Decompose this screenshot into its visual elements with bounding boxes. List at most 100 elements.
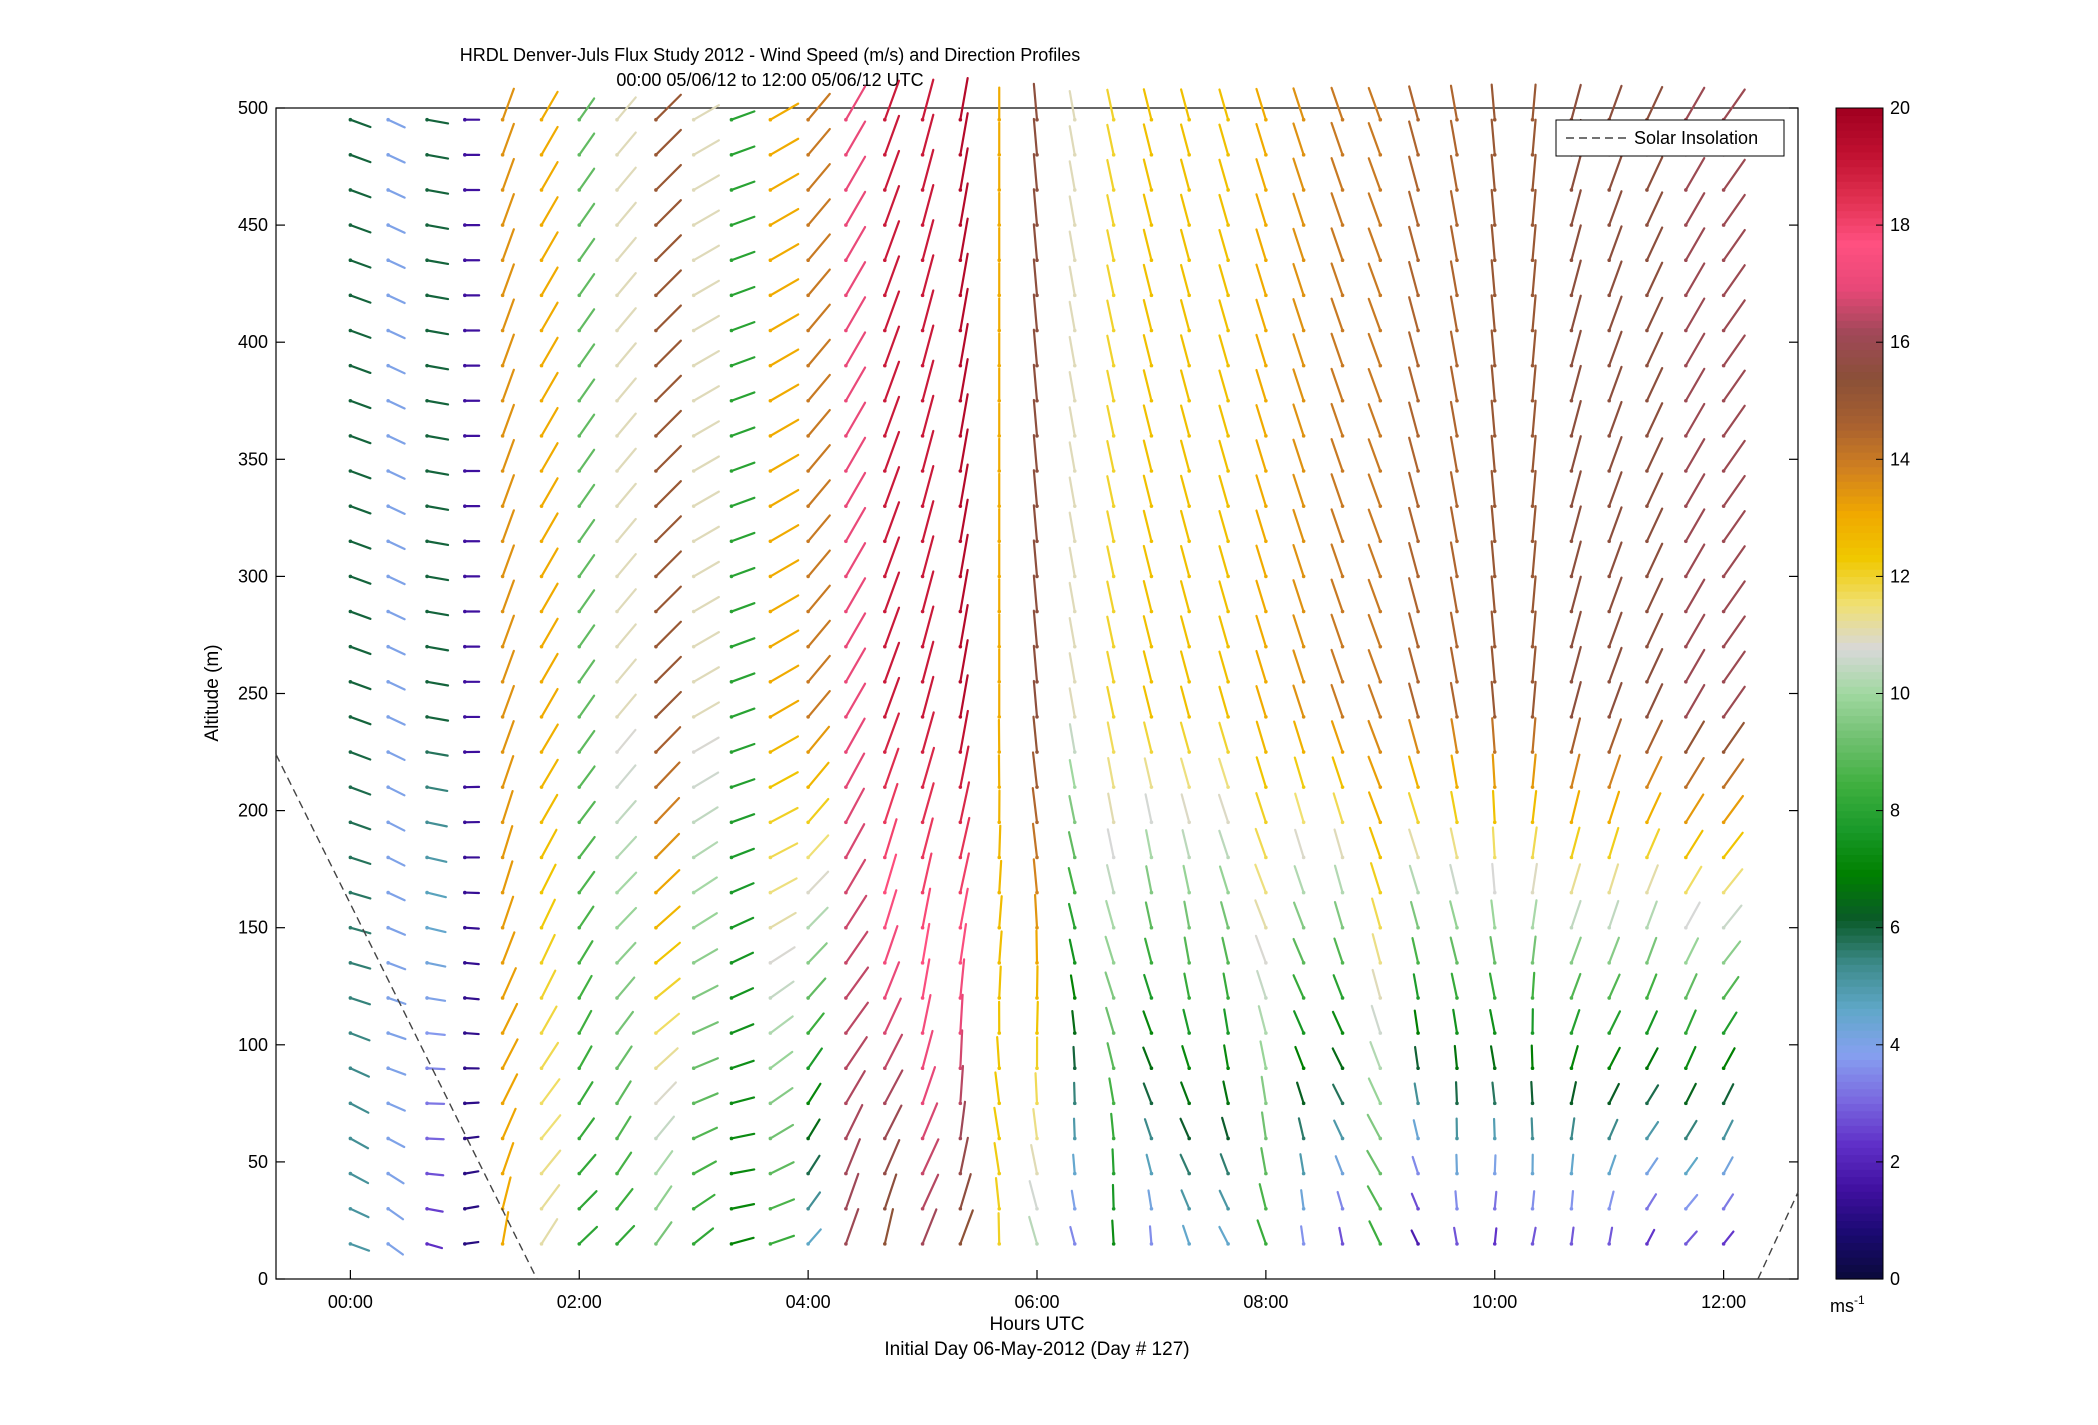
colorbar-segment [1836, 854, 1883, 863]
wind-barb [578, 905, 595, 929]
wind-barb-head [463, 328, 467, 333]
wind-barb-head [844, 609, 848, 614]
wind-barb [1142, 650, 1153, 683]
colorbar-segment [1836, 232, 1883, 241]
wind-barb-head [1226, 1101, 1230, 1106]
wind-barb [1105, 864, 1115, 894]
wind-barb-head [1187, 679, 1191, 684]
wind-barb-head [806, 1206, 810, 1211]
colorbar-segment [1836, 1052, 1883, 1061]
wind-barb [1222, 972, 1230, 1000]
x-tick-label: 04:00 [786, 1292, 831, 1312]
wind-barb-head [997, 258, 1002, 263]
wind-barb-head [1264, 890, 1268, 895]
wind-barb-head [1645, 644, 1649, 649]
wind-barb [1330, 332, 1344, 367]
wind-barb [807, 1191, 822, 1210]
wind-barb-head [348, 469, 353, 473]
wind-barb-head [1264, 469, 1268, 473]
wind-barb-head [844, 1206, 848, 1211]
wind-barb [1371, 897, 1382, 929]
wind-barb [1645, 1228, 1656, 1245]
wind-barb [1570, 972, 1582, 1000]
wind-barb-head [348, 855, 353, 860]
wind-barb-head [425, 1171, 429, 1176]
wind-barb [807, 870, 830, 894]
wind-barb-head [997, 644, 1002, 649]
wind-barb [1449, 225, 1459, 262]
wind-barb [1255, 720, 1267, 754]
wind-barb-head [806, 504, 810, 508]
wind-barb-head [500, 504, 505, 508]
wind-barb-head [691, 1031, 696, 1035]
wind-barb-head [1721, 504, 1726, 508]
wind-barb-head [1569, 1171, 1574, 1176]
wind-barb-head [1569, 188, 1574, 192]
wind-barb [1032, 679, 1039, 719]
wind-barb-head [1455, 328, 1459, 333]
wind-barb [807, 408, 831, 437]
wind-barb-head [883, 223, 887, 227]
wind-barb [387, 188, 406, 199]
wind-barb-head [1530, 679, 1535, 684]
wind-barb-head [1684, 1101, 1688, 1106]
wind-barb [1367, 684, 1382, 719]
wind-barb-head [1492, 820, 1497, 825]
wind-barb-head [844, 398, 848, 403]
wind-barb [387, 891, 406, 902]
wind-barb [1368, 1220, 1382, 1245]
wind-barb-head [1645, 1031, 1649, 1035]
wind-barb [425, 645, 450, 652]
wind-barb [1333, 937, 1344, 964]
wind-barb-head [768, 644, 773, 649]
wind-barb [1142, 193, 1153, 227]
wind-barb-head [1301, 1206, 1306, 1211]
wind-barb [1294, 1045, 1305, 1070]
wind-barb-head [500, 609, 505, 614]
wind-barb [1031, 787, 1039, 824]
wind-barb-head [425, 750, 429, 754]
wind-barb [1255, 158, 1267, 192]
wind-barb [501, 263, 515, 297]
wind-barb [1068, 759, 1076, 789]
wind-barb [654, 339, 682, 367]
wind-barb-head [1455, 258, 1459, 263]
wind-barb [1490, 610, 1496, 648]
wind-barb-head [883, 328, 887, 333]
wind-barb [1570, 294, 1582, 332]
wind-barb-head [1340, 574, 1345, 579]
wind-barb [1490, 899, 1496, 929]
wind-barb-head [920, 644, 925, 649]
wind-barb [807, 338, 831, 367]
wind-barb [1068, 581, 1076, 613]
wind-barb [1645, 864, 1659, 894]
wind-barb [1645, 648, 1664, 683]
wind-barb [921, 500, 935, 543]
wind-barb [387, 715, 406, 726]
wind-barb [387, 786, 406, 797]
wind-barb-head [425, 434, 429, 438]
wind-barb [1722, 1193, 1735, 1210]
wind-barb [1408, 436, 1420, 473]
wind-barb [730, 461, 756, 473]
colorbar-segment [1836, 1110, 1883, 1119]
wind-barb-head [1035, 750, 1039, 754]
wind-barb [1142, 298, 1153, 332]
wind-barb-head [1301, 961, 1306, 965]
wind-barb [1608, 790, 1621, 824]
wind-barb [1408, 541, 1420, 578]
wind-barb-head [500, 398, 505, 403]
wind-barb [1531, 505, 1537, 543]
wind-barb [1645, 367, 1664, 402]
wind-barb [959, 709, 969, 754]
wind-barb [1299, 1153, 1305, 1175]
wind-barb-head [768, 469, 773, 473]
wind-barb [1684, 438, 1706, 473]
wind-barb-head [997, 223, 1002, 227]
wind-barb [1034, 1072, 1039, 1105]
wind-barb [883, 79, 901, 121]
wind-barb [578, 202, 596, 227]
wind-barb-head [1645, 996, 1649, 1000]
wind-barb [501, 1038, 519, 1070]
